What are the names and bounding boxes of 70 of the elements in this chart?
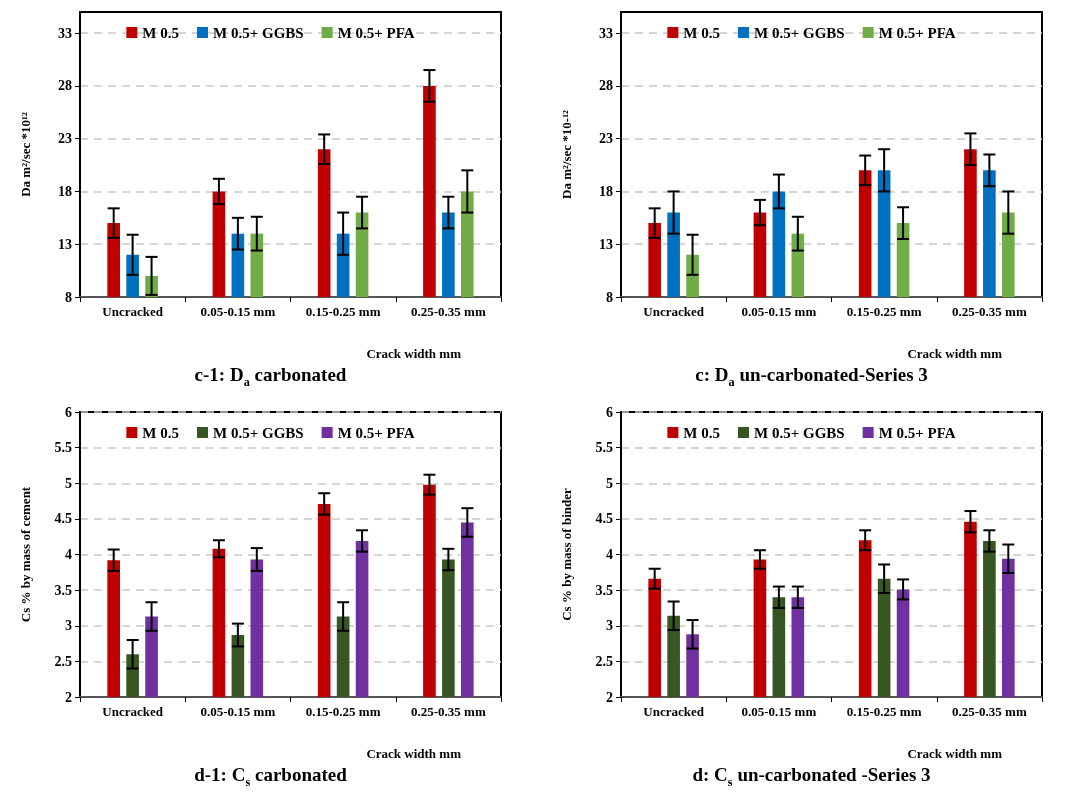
text: c: D$_{a}$ un-carbonated-Series 3 [694, 364, 929, 390]
y-tick-label: 23 [58, 131, 72, 147]
y-tick-label: 3 [606, 618, 613, 634]
y-tick-label: 4 [606, 547, 613, 562]
legend-label: M 0.5+ PFA [337, 24, 415, 41]
y-tick-label: 2.5 [54, 653, 72, 669]
y-tick-label: 5 [606, 475, 613, 491]
y-tick-label: 6 [65, 404, 72, 420]
x-tick-label: Uncracked [102, 704, 164, 719]
legend-label: M 0.5 [683, 24, 721, 41]
y-tick-label: 28 [58, 78, 72, 94]
x-tick-label: 0.25-0.35 mm [411, 304, 486, 319]
x-tick-label: 0.05-0.15 mm [200, 704, 276, 719]
legend-label: M 0.5+ GGBS [754, 24, 845, 41]
y-tick-label: 18 [599, 183, 613, 199]
y-tick-label: 6 [606, 404, 613, 420]
x-tick-label: 0.25-0.35 mm [952, 304, 1027, 319]
x-axis-title: Crack width mm [907, 346, 1003, 361]
x-tick-label: 0.05-0.15 mm [200, 304, 276, 319]
y-tick-label: 18 [58, 183, 72, 199]
y-tick-label: 2 [606, 689, 613, 705]
y-tick-label: 33 [58, 25, 72, 41]
y-tick-label: 23 [599, 131, 613, 147]
x-tick-label: Uncracked [643, 704, 705, 719]
y-tick-label: 13 [599, 236, 613, 252]
y-tick-label: 5.5 [54, 440, 72, 456]
y-axis-title: Cs % by mass of cement [18, 486, 33, 623]
y-tick-label: 28 [599, 78, 613, 94]
text: c-1: D$_{a}$ carbonated [193, 364, 348, 390]
legend-label: M 0.5 [142, 424, 180, 441]
y-tick-label: 2 [65, 689, 72, 705]
y-axis-title: Da m²/sec *10-¹² [559, 109, 574, 199]
y-tick-label: 33 [599, 25, 613, 41]
legend-label: M 0.5+ PFA [878, 24, 956, 41]
x-tick-label: 0.15-0.25 mm [305, 704, 381, 719]
x-tick-label: 0.15-0.25 mm [846, 704, 922, 719]
text: d: C$_{s}$ un-carbonated -Series 3 [691, 764, 932, 790]
text: d-1: C$_{s}$ carbonated [193, 764, 348, 790]
x-tick-label: 0.15-0.25 mm [846, 304, 922, 319]
y-tick-label: 5.5 [595, 440, 613, 456]
y-axis-title: Cs % by mass of binder [559, 488, 574, 621]
y-tick-label: 3.5 [54, 582, 72, 598]
legend-label: M 0.5+ PFA [337, 424, 415, 441]
x-tick-label: 0.05-0.15 mm [741, 304, 817, 319]
legend-label: M 0.5+ PFA [878, 424, 956, 441]
y-tick-label: 4 [65, 547, 72, 562]
y-tick-label: 3.5 [595, 582, 613, 598]
y-tick-label: 3 [65, 618, 72, 634]
x-axis-title: Crack width mm [907, 746, 1003, 761]
y-tick-label: 4.5 [595, 511, 613, 527]
x-axis-title: Crack width mm [366, 746, 462, 761]
legend-label: M 0.5+ GGBS [754, 424, 845, 441]
y-tick-label: 4.5 [54, 511, 72, 527]
y-tick-label: 5 [65, 475, 72, 491]
y-tick-label: 8 [65, 289, 72, 305]
x-tick-label: 0.15-0.25 mm [305, 304, 381, 319]
x-tick-label: Uncracked [102, 304, 164, 319]
x-tick-label: 0.25-0.35 mm [952, 704, 1027, 719]
legend-label: M 0.5 [683, 424, 721, 441]
legend-label: M 0.5 [142, 24, 180, 41]
legend-label: M 0.5+ GGBS [213, 424, 304, 441]
y-tick-label: 8 [606, 289, 613, 305]
x-tick-label: Uncracked [643, 304, 705, 319]
x-tick-label: 0.25-0.35 mm [411, 704, 486, 719]
x-axis-title: Crack width mm [366, 346, 462, 361]
x-tick-label: 0.05-0.15 mm [741, 704, 817, 719]
y-axis-title: Da m²/sec *10¹² [18, 112, 33, 197]
y-tick-label: 13 [58, 236, 72, 252]
legend-label: M 0.5+ GGBS [213, 24, 304, 41]
y-tick-label: 2.5 [595, 653, 613, 669]
